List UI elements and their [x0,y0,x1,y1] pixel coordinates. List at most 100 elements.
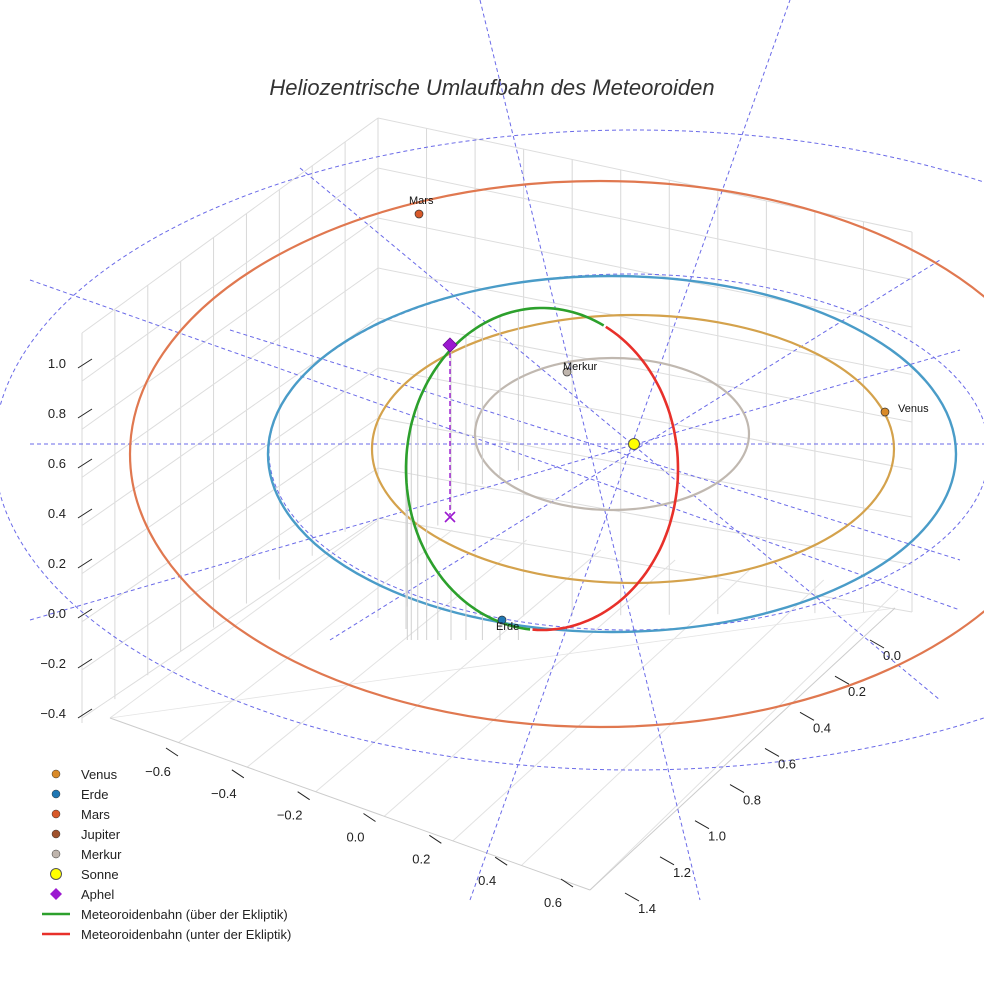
grid-line [377,117,913,233]
ecliptic-ref-line [229,329,961,561]
legend-item-3[interactable]: Mars [51,807,110,822]
grid-line [377,267,913,375]
y-tick-mark [869,639,885,649]
z-tick-mark [77,508,93,519]
planet-marker-mars [414,209,424,219]
grid-line [81,417,379,623]
legend-item-9[interactable]: Meteoroidenbahn (unter der Ekliptik) [42,927,291,942]
legend-label: Meteoroidenbahn (unter der Ekliptik) [81,927,291,942]
legend-label: Meteoroidenbahn (über der Ekliptik) [81,907,288,922]
orbit-mars [129,179,984,729]
y-tick-mark [729,784,745,794]
legend-item-7[interactable]: Aphel [50,887,114,902]
legend-label: Jupiter [81,827,121,842]
y-tick-label: 0.4 [813,720,831,735]
y-tick-mark [764,747,780,757]
legend-item-8[interactable]: Meteoroidenbahn (über der Ekliptik) [42,907,288,922]
grid-line [81,517,379,719]
grid-line [377,367,913,470]
x-tick-label: −0.4 [211,786,237,801]
grid-line [383,559,676,817]
legend-label: Venus [81,767,118,782]
grid-line [81,167,379,382]
meteoroid-orbit-below [532,325,680,632]
grid-line [81,367,379,575]
legend-label: Sonne [81,867,119,882]
ecliptic-ref-line [29,279,961,611]
grid-line [377,467,913,565]
legend-label: Merkur [81,847,122,862]
legend-marker [50,888,62,900]
x-tick-mark [560,878,574,888]
planet-label-mars: Mars [409,195,434,207]
ecliptic-ref-circle-outer [0,129,984,771]
z-tick-label: 0.0 [48,606,66,621]
orbit-erde [266,274,958,634]
x-tick-label: 0.4 [478,873,496,888]
planet-label-venus: Venus [898,403,929,415]
aphel-projection-marker [444,511,456,523]
orbit-venus [370,313,896,585]
meteoroid-orbit-above [404,306,605,631]
legend[interactable]: Venus Erde Mars Jupiter Merkur Sonne Aphel Mete… [42,767,291,942]
y-tick-mark [624,892,640,902]
legend-item-6[interactable]: Sonne [50,867,119,882]
x-tick-mark [231,769,245,779]
x-tick-label: 0.0 [346,830,364,845]
x-tick-mark [363,813,376,822]
orbit-paths [129,179,984,729]
planet-marker-merkur [562,367,572,377]
ecliptic-ref-line [329,259,941,641]
y-tick-mark [694,820,710,830]
legend-item-1[interactable]: Venus [51,767,118,782]
grid-line [377,417,913,518]
z-tick-label: 0.8 [48,406,66,421]
ecliptic-reference-lines [0,0,984,901]
y-tick-label: 0.0 [883,648,901,663]
legend-item-2[interactable]: Erde [51,787,108,802]
z-tick-mark [77,558,93,569]
legend-item-4[interactable]: Jupiter [51,827,121,842]
grid-line [452,569,750,842]
ecliptic-ref-line [479,0,701,901]
x-tick-label: −0.6 [145,764,171,779]
legend-marker [50,868,62,880]
grid-line [109,607,896,719]
x-tick-label: 0.2 [412,851,430,866]
z-tick-mark [77,658,93,669]
z-tick-label: 0.6 [48,456,66,471]
planet-label-merkur: Merkur [563,361,598,373]
z-tick-label: −0.2 [40,656,66,671]
x-tick-mark [165,747,179,757]
grid-line [246,539,527,768]
ecliptic-ref-circle-inner [268,273,984,631]
ecliptic-ref-line [29,349,961,621]
sun-marker [628,438,640,450]
grid-line [589,589,899,891]
grid-line [377,217,913,328]
y-tick-label: 0.6 [778,756,796,771]
legend-marker [51,769,61,779]
y-tick-label: 0.2 [848,684,866,699]
legend-label: Erde [81,787,108,802]
x-tick-mark [494,856,508,866]
grid-lines [81,117,913,891]
grid-line [81,267,379,478]
legend-marker [51,789,61,799]
axis-ticks: −0.4 −0.2 0.0 0.2 0.4 0.6 0.8 1.0 −0.6 −0.4 −0.2 0.… [40,356,901,916]
grid-line [377,317,913,423]
meteoroid-orbit [404,306,680,640]
grid-line [81,117,379,334]
z-tick-label: 0.4 [48,506,66,521]
planet-marker-erde [497,615,507,625]
legend-item-5[interactable]: Merkur [51,847,122,862]
chart-title: Heliozentrische Umlaufbahn des Meteoroid… [269,75,714,100]
ecliptic-ref-line [299,167,941,701]
x-tick-label: −0.2 [277,808,303,823]
floor-edge [109,717,591,891]
legend-label: Aphel [81,887,114,902]
z-tick-mark [77,458,93,469]
z-tick-mark [77,358,93,369]
y-tick-mark [659,856,675,866]
